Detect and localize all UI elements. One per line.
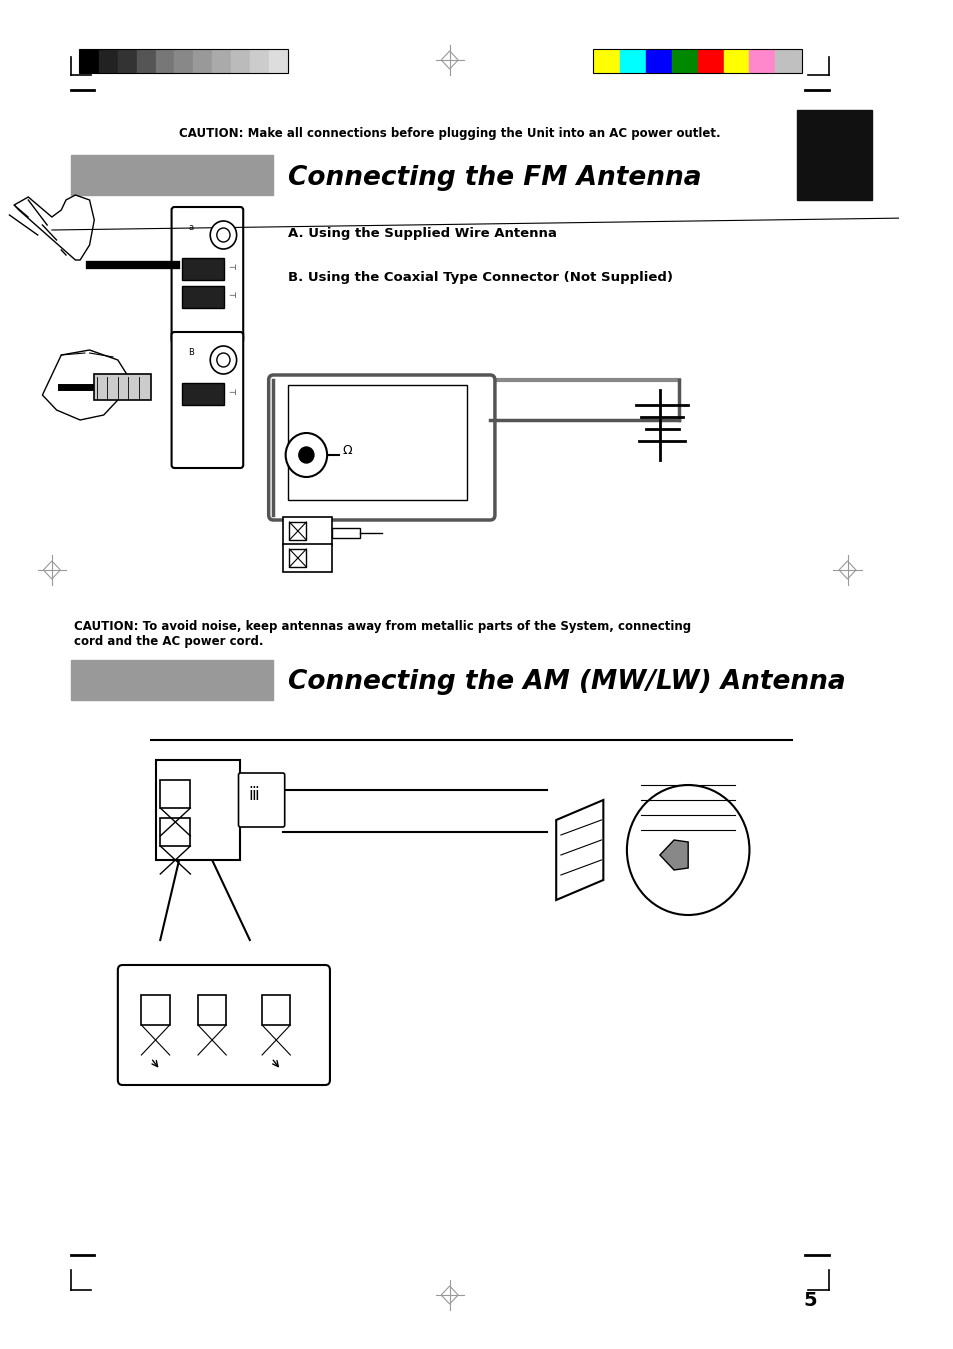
Bar [722,50,749,71]
Bar [593,49,801,73]
Bar [193,50,212,71]
Polygon shape [659,840,687,870]
Bar [160,780,191,808]
Bar [671,50,697,71]
Text: ⅲ: ⅲ [248,786,258,804]
Bar [269,50,287,71]
Circle shape [626,785,749,915]
Bar [80,50,99,71]
Bar [182,286,224,308]
Text: Connecting the AM (MW/LW) Antenna: Connecting the AM (MW/LW) Antenna [287,669,844,695]
Bar [250,50,269,71]
Bar [79,49,288,73]
Bar [198,996,226,1025]
Bar [289,522,306,540]
Circle shape [210,345,236,374]
Text: ⊣: ⊣ [228,291,235,299]
Text: ⊣: ⊣ [228,263,235,272]
Text: ⊣: ⊣ [228,389,235,397]
FancyBboxPatch shape [172,332,243,468]
Text: a: a [189,223,193,232]
Bar [71,155,274,196]
Bar [94,374,151,401]
Bar [136,50,155,71]
Bar [282,544,332,572]
FancyBboxPatch shape [238,773,284,827]
Circle shape [285,433,327,478]
Text: B: B [189,348,194,357]
Bar [212,50,231,71]
Text: Ω: Ω [342,444,352,456]
Circle shape [210,221,236,250]
Circle shape [216,228,230,241]
Bar [71,660,274,700]
Bar [231,50,250,71]
Text: CAUTION: Make all connections before plugging the Unit into an AC power outlet.: CAUTION: Make all connections before plu… [178,127,720,139]
Text: CAUTION: To avoid noise, keep antennas away from metallic parts of the System, c: CAUTION: To avoid noise, keep antennas a… [73,621,690,648]
Bar [262,996,290,1025]
Bar [155,759,240,861]
Bar [174,50,193,71]
Text: A. Using the Supplied Wire Antenna: A. Using the Supplied Wire Antenna [287,227,556,240]
Circle shape [298,447,314,463]
Text: B. Using the Coaxial Type Connector (Not Supplied): B. Using the Coaxial Type Connector (Not… [287,271,672,285]
Bar [619,50,645,71]
Bar [282,517,332,545]
FancyBboxPatch shape [118,965,330,1085]
Bar [594,50,619,71]
Circle shape [216,353,230,367]
Polygon shape [14,196,94,260]
Bar [99,50,118,71]
Bar [645,50,671,71]
Bar [155,50,174,71]
Bar [775,50,801,71]
Bar [289,549,306,567]
Text: Connecting the FM Antenna: Connecting the FM Antenna [287,165,700,192]
Bar [749,50,775,71]
Bar [796,111,871,200]
FancyBboxPatch shape [269,375,495,519]
Bar [182,383,224,405]
Bar [160,817,191,846]
Bar [287,384,466,500]
Bar [697,50,722,71]
Polygon shape [42,349,127,420]
Polygon shape [556,800,602,900]
FancyBboxPatch shape [172,206,243,343]
Bar [118,50,136,71]
Bar [182,258,224,281]
Bar [141,996,170,1025]
Text: 5: 5 [803,1291,817,1310]
Bar [332,527,359,538]
